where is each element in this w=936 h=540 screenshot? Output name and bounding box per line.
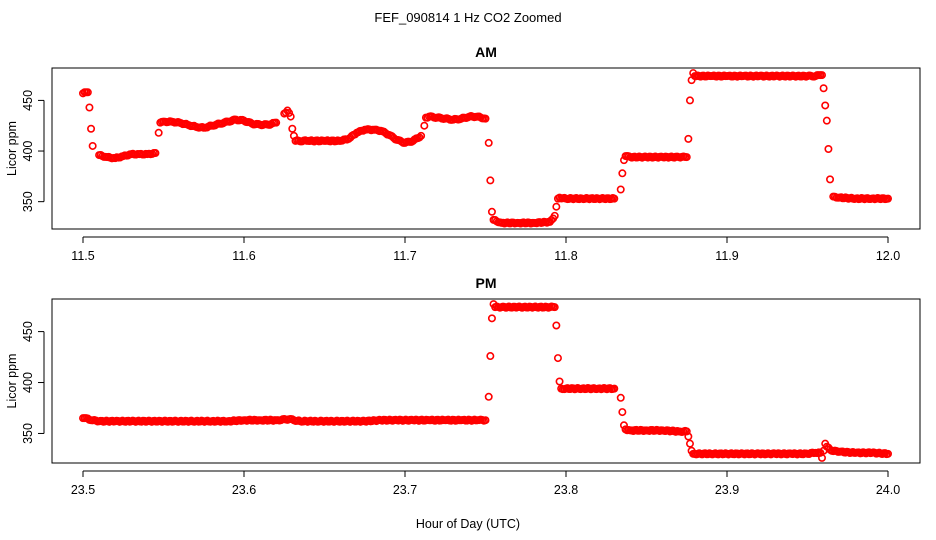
data-point xyxy=(616,393,625,402)
data-point xyxy=(420,121,429,130)
x-tick-label: 11.7 xyxy=(393,249,416,263)
data-point xyxy=(883,449,892,458)
data-point xyxy=(552,321,561,330)
data-point xyxy=(883,194,892,203)
data-point xyxy=(610,194,619,203)
y-tick-label: 450 xyxy=(21,90,35,111)
data-point xyxy=(685,96,694,105)
data-point xyxy=(550,211,559,220)
panel-title: PM xyxy=(476,275,497,291)
x-tick-label: 12.0 xyxy=(876,249,900,263)
plot-frame xyxy=(51,67,921,230)
data-point xyxy=(616,185,625,194)
data-point xyxy=(682,427,691,436)
data-point xyxy=(88,141,97,150)
data-point xyxy=(817,453,826,462)
data-point xyxy=(618,408,627,417)
data-point xyxy=(484,138,493,147)
data-point xyxy=(487,314,496,323)
data-point xyxy=(83,88,92,97)
data-point xyxy=(487,207,496,216)
data-point xyxy=(415,133,424,142)
data-point xyxy=(684,432,693,441)
x-tick-label: 23.9 xyxy=(715,483,739,497)
x-tick-label: 11.8 xyxy=(554,249,577,263)
x-tick-label: 24.0 xyxy=(876,483,900,497)
data-point xyxy=(552,202,561,211)
x-tick-label: 23.6 xyxy=(232,483,256,497)
data-point xyxy=(618,169,627,178)
data-point xyxy=(684,134,693,143)
y-tick-label: 400 xyxy=(21,372,35,393)
data-point xyxy=(417,131,426,140)
data-point xyxy=(288,124,297,133)
y-tick-label: 400 xyxy=(21,141,35,162)
am-panel: AM 11.5 11.6 11.7 11.8 11.9 12.0 350 400 450Licor… xyxy=(5,44,921,263)
data-point xyxy=(826,175,835,184)
data-point xyxy=(85,103,94,112)
data-point xyxy=(87,124,96,133)
x-axis-label: Hour of Day (UTC) xyxy=(416,517,520,531)
data-point xyxy=(821,101,830,110)
x-tick-label: 11.6 xyxy=(232,249,255,263)
data-point xyxy=(486,352,495,361)
data-point xyxy=(817,71,826,80)
y-axis-label: Licor ppm xyxy=(5,121,19,176)
x-tick-label: 11.9 xyxy=(715,249,738,263)
data-point xyxy=(555,377,564,386)
y-axis-label: Licor ppm xyxy=(5,354,19,409)
data-point xyxy=(553,354,562,363)
data-point xyxy=(484,392,493,401)
pm-panel: PM 23.5 23.6 23.7 23.8 23.9 24.0 350 400 450Licor… xyxy=(5,275,921,497)
data-point xyxy=(151,149,160,158)
data-point xyxy=(481,416,490,425)
x-tick-label: 23.7 xyxy=(393,483,417,497)
x-tick-label: 11.5 xyxy=(71,249,94,263)
panel-title: AM xyxy=(475,44,497,60)
y-tick-label: 350 xyxy=(21,423,35,444)
y-tick-label: 450 xyxy=(21,321,35,342)
data-point xyxy=(610,384,619,393)
x-tick-label: 23.5 xyxy=(71,483,95,497)
data-point xyxy=(819,84,828,93)
data-point xyxy=(286,112,295,121)
data-point xyxy=(822,116,831,125)
y-tick-label: 350 xyxy=(21,191,35,212)
data-point xyxy=(272,118,281,127)
data-point xyxy=(685,439,694,448)
data-point xyxy=(481,114,490,123)
data-point xyxy=(682,153,691,162)
data-point xyxy=(824,145,833,154)
plot-frame xyxy=(51,298,921,464)
x-tick-label: 23.8 xyxy=(554,483,578,497)
data-point xyxy=(154,128,163,137)
data-point xyxy=(550,303,559,312)
figure-title: FEF_090814 1 Hz CO2 Zoomed xyxy=(374,10,561,25)
data-point xyxy=(486,176,495,185)
